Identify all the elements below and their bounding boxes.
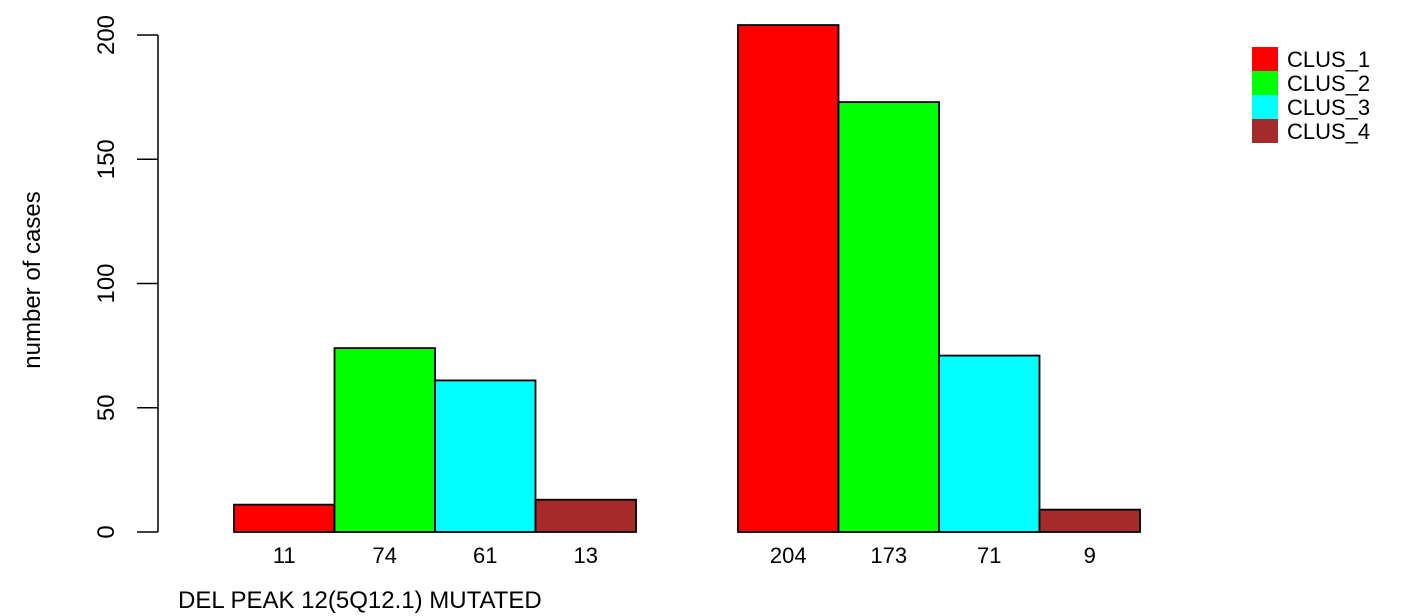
bar-clus_1	[737, 24, 840, 533]
bar-value-label: 61	[473, 543, 497, 568]
legend-swatch	[1252, 47, 1278, 71]
y-tick-label: 0	[93, 525, 120, 538]
y-tick-label: 200	[93, 15, 120, 55]
bar-value-label: 11	[273, 543, 296, 568]
legend-swatch	[1252, 71, 1278, 95]
bar-clus_2	[837, 101, 940, 533]
legend-label: CLUS_2	[1287, 71, 1370, 96]
bar-value-label: 9	[1084, 543, 1096, 568]
legend-label: CLUS_4	[1287, 119, 1370, 144]
bar-labels: 11 74 61 13 204 173 71 9	[273, 543, 1096, 568]
bar-clus_2	[333, 347, 436, 533]
bar-clus_1	[233, 503, 336, 533]
y-axis: 0 50 100 150 200	[93, 15, 159, 539]
bars	[233, 24, 1141, 533]
x-axis-label: DEL PEAK 12(5Q12.1) MUTATED	[178, 587, 542, 614]
legend-label: CLUS_3	[1287, 95, 1370, 120]
y-tick-label: 100	[93, 263, 120, 303]
bar-value-label: 204	[770, 543, 807, 568]
legend-label: CLUS_1	[1287, 47, 1370, 72]
y-axis-label: number of cases	[19, 191, 46, 368]
y-tick-label: 150	[93, 139, 120, 179]
legend-swatch	[1252, 119, 1278, 143]
y-tick-label: 50	[93, 394, 120, 421]
bar-clus_3	[434, 379, 537, 533]
bar-value-label: 173	[870, 543, 907, 568]
bar-clus_4	[1038, 508, 1141, 533]
bar-clus_3	[938, 354, 1041, 533]
bar-clus_4	[534, 498, 637, 533]
bar-value-label: 74	[373, 543, 397, 568]
bar-value-label: 13	[574, 543, 598, 568]
legend-swatch	[1252, 95, 1278, 119]
bar-value-label: 71	[977, 543, 1001, 568]
